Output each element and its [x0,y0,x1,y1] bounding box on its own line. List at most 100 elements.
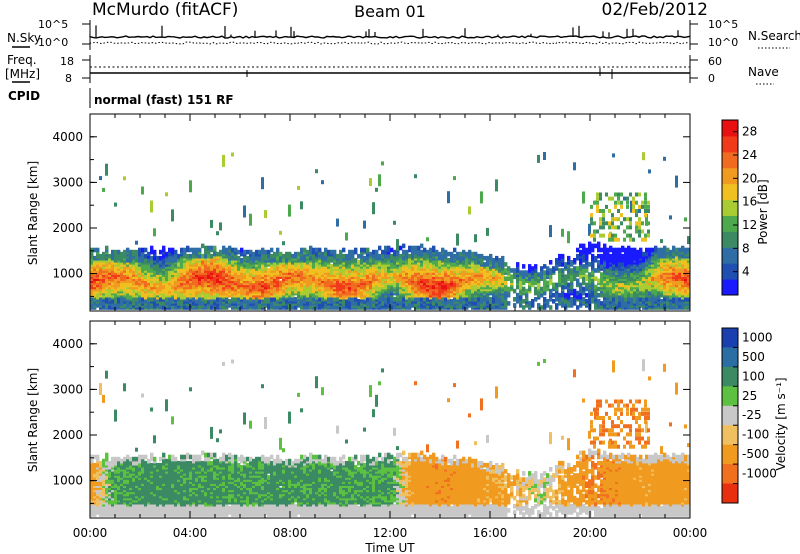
power-cell [483,255,487,261]
power-cell [582,276,586,281]
noise-tick-left-high: 10^5 [38,18,68,31]
power-cell [522,299,526,304]
power-cell [594,276,598,281]
power-cell [291,278,295,284]
power-cell [90,251,94,257]
power-cell [626,217,629,222]
power-cell [342,253,346,259]
power-cell [495,255,499,261]
power-cell [117,297,121,302]
power-cell [240,251,244,257]
power-cell [657,251,661,257]
power-cell [279,258,283,263]
power-cell [531,280,535,286]
power-cell [363,220,366,229]
power-cell [192,247,196,253]
power-cell [111,255,115,261]
power-cell [351,249,355,255]
power-cell [611,233,614,238]
power-cell [243,297,247,302]
power-cell [330,297,334,302]
power-cell [623,229,626,234]
power-cell [492,258,496,263]
power-cell [582,297,586,302]
power-cell [111,249,115,255]
power-cell [684,297,688,302]
power-cell [351,258,355,263]
power-cell [207,245,211,251]
power-cell [615,297,619,302]
power-cell [414,174,417,179]
power-cell [93,247,97,253]
power-cell [596,200,599,205]
power-cell [558,272,562,277]
power-cell [579,260,583,265]
power-cell [441,247,445,253]
power-cell [183,253,187,259]
power-cell [597,292,601,298]
power-cell [150,245,154,251]
power-cell [378,174,381,187]
power-cell [537,154,540,163]
power-cell [216,231,219,236]
power-cell [573,266,577,271]
power-cell [590,221,593,226]
power-cell [498,258,502,263]
power-cell [501,297,505,302]
power-cell [369,297,373,302]
power-cell [510,274,514,279]
power-cell [639,247,643,253]
power-cell [222,154,225,167]
power-cell [408,288,412,294]
power-cell [585,274,589,279]
power-cell [558,282,562,288]
nsearch-series [89,41,691,45]
power-cell [231,247,235,253]
power-cell [255,255,259,261]
power-cell [597,253,601,259]
power-cell [570,288,574,294]
power-cell [549,278,553,284]
power-cell [324,247,328,253]
power-cell [360,268,364,273]
power-cell [441,297,445,302]
power-cell [243,205,246,218]
power-cell [135,253,139,259]
power-cell [591,243,595,249]
power-cell [213,245,217,251]
power-cell [288,297,292,302]
power-cell [660,299,664,304]
power-cell [525,297,529,302]
power-cell [609,245,613,251]
power-cell [138,297,142,302]
power-cell [351,253,355,259]
power-cell [576,247,580,253]
power-cell [594,243,598,249]
power-cell [132,297,136,302]
power-cell [177,297,181,302]
power-cell [408,253,412,259]
power-cell [210,253,214,259]
power-cell [153,249,157,255]
power-cell [605,204,608,209]
power-cell [590,217,593,222]
power-cell [108,253,112,259]
power-cell [276,251,280,257]
power-cell [606,253,610,259]
power-cell [447,270,451,275]
power-cell [474,234,477,243]
power-cell [237,249,241,255]
power-cell [303,297,307,302]
power-cell [540,286,544,292]
power-cell [614,204,617,209]
power-cell [99,268,103,273]
power-cell [633,251,637,257]
power-cell [231,152,234,157]
power-cell [626,233,629,238]
power-cell [249,213,252,226]
power-cell [596,209,599,213]
power-cell [621,253,625,259]
nsearch-label: N.Search [748,29,800,43]
noise-tick-right-low: 10^0 [708,36,738,49]
power-cell [357,305,361,310]
